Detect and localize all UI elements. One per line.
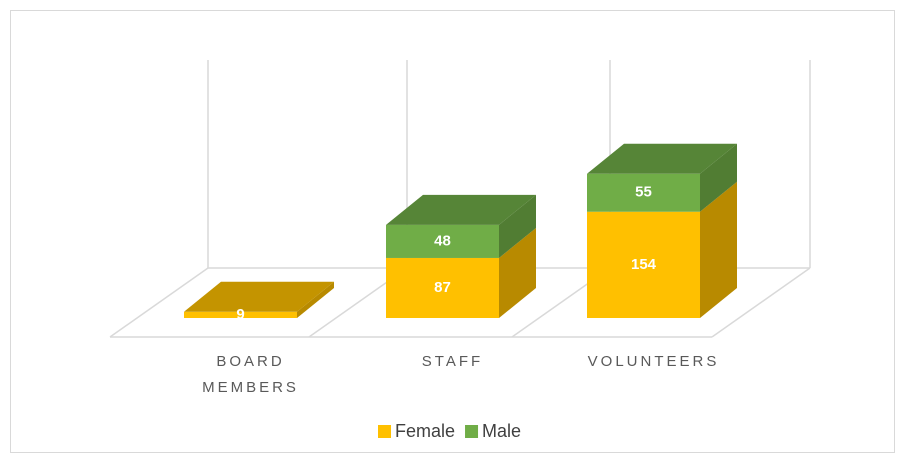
bar [184,311,297,318]
bar-top [386,194,536,225]
bar [386,257,499,318]
x-tick-label-line: VOLUNTEERS [588,353,720,370]
bar-side [499,227,536,318]
bar-side [700,181,737,318]
x-tick-label: VOLUNTEERS [588,353,720,370]
data-label: 87 [434,279,451,296]
legend-swatch [465,425,479,438]
bar-side [499,194,536,258]
x-tick-label-line: STAFF [422,353,483,370]
data-label: 48 [434,232,451,249]
bar-top [184,281,334,312]
bar [587,211,700,318]
data-label: 154 [631,256,657,273]
data-label: 9 [236,306,244,323]
x-tick-label-line: BOARD [216,353,284,370]
bar [587,173,700,212]
floor-and-walls [109,60,811,338]
x-tick-label-line: MEMBERS [202,379,299,396]
bar-top [587,143,737,174]
legend-label: Male [482,421,521,441]
bar-side [700,143,737,212]
x-tick-label: STAFF [422,353,483,370]
bar [386,224,499,258]
legend-label: Female [395,421,455,441]
bar-side [297,281,334,318]
legend-swatch [378,425,391,438]
data-label: 55 [635,184,652,201]
x-tick-label: BOARD MEMBERS [202,353,299,396]
